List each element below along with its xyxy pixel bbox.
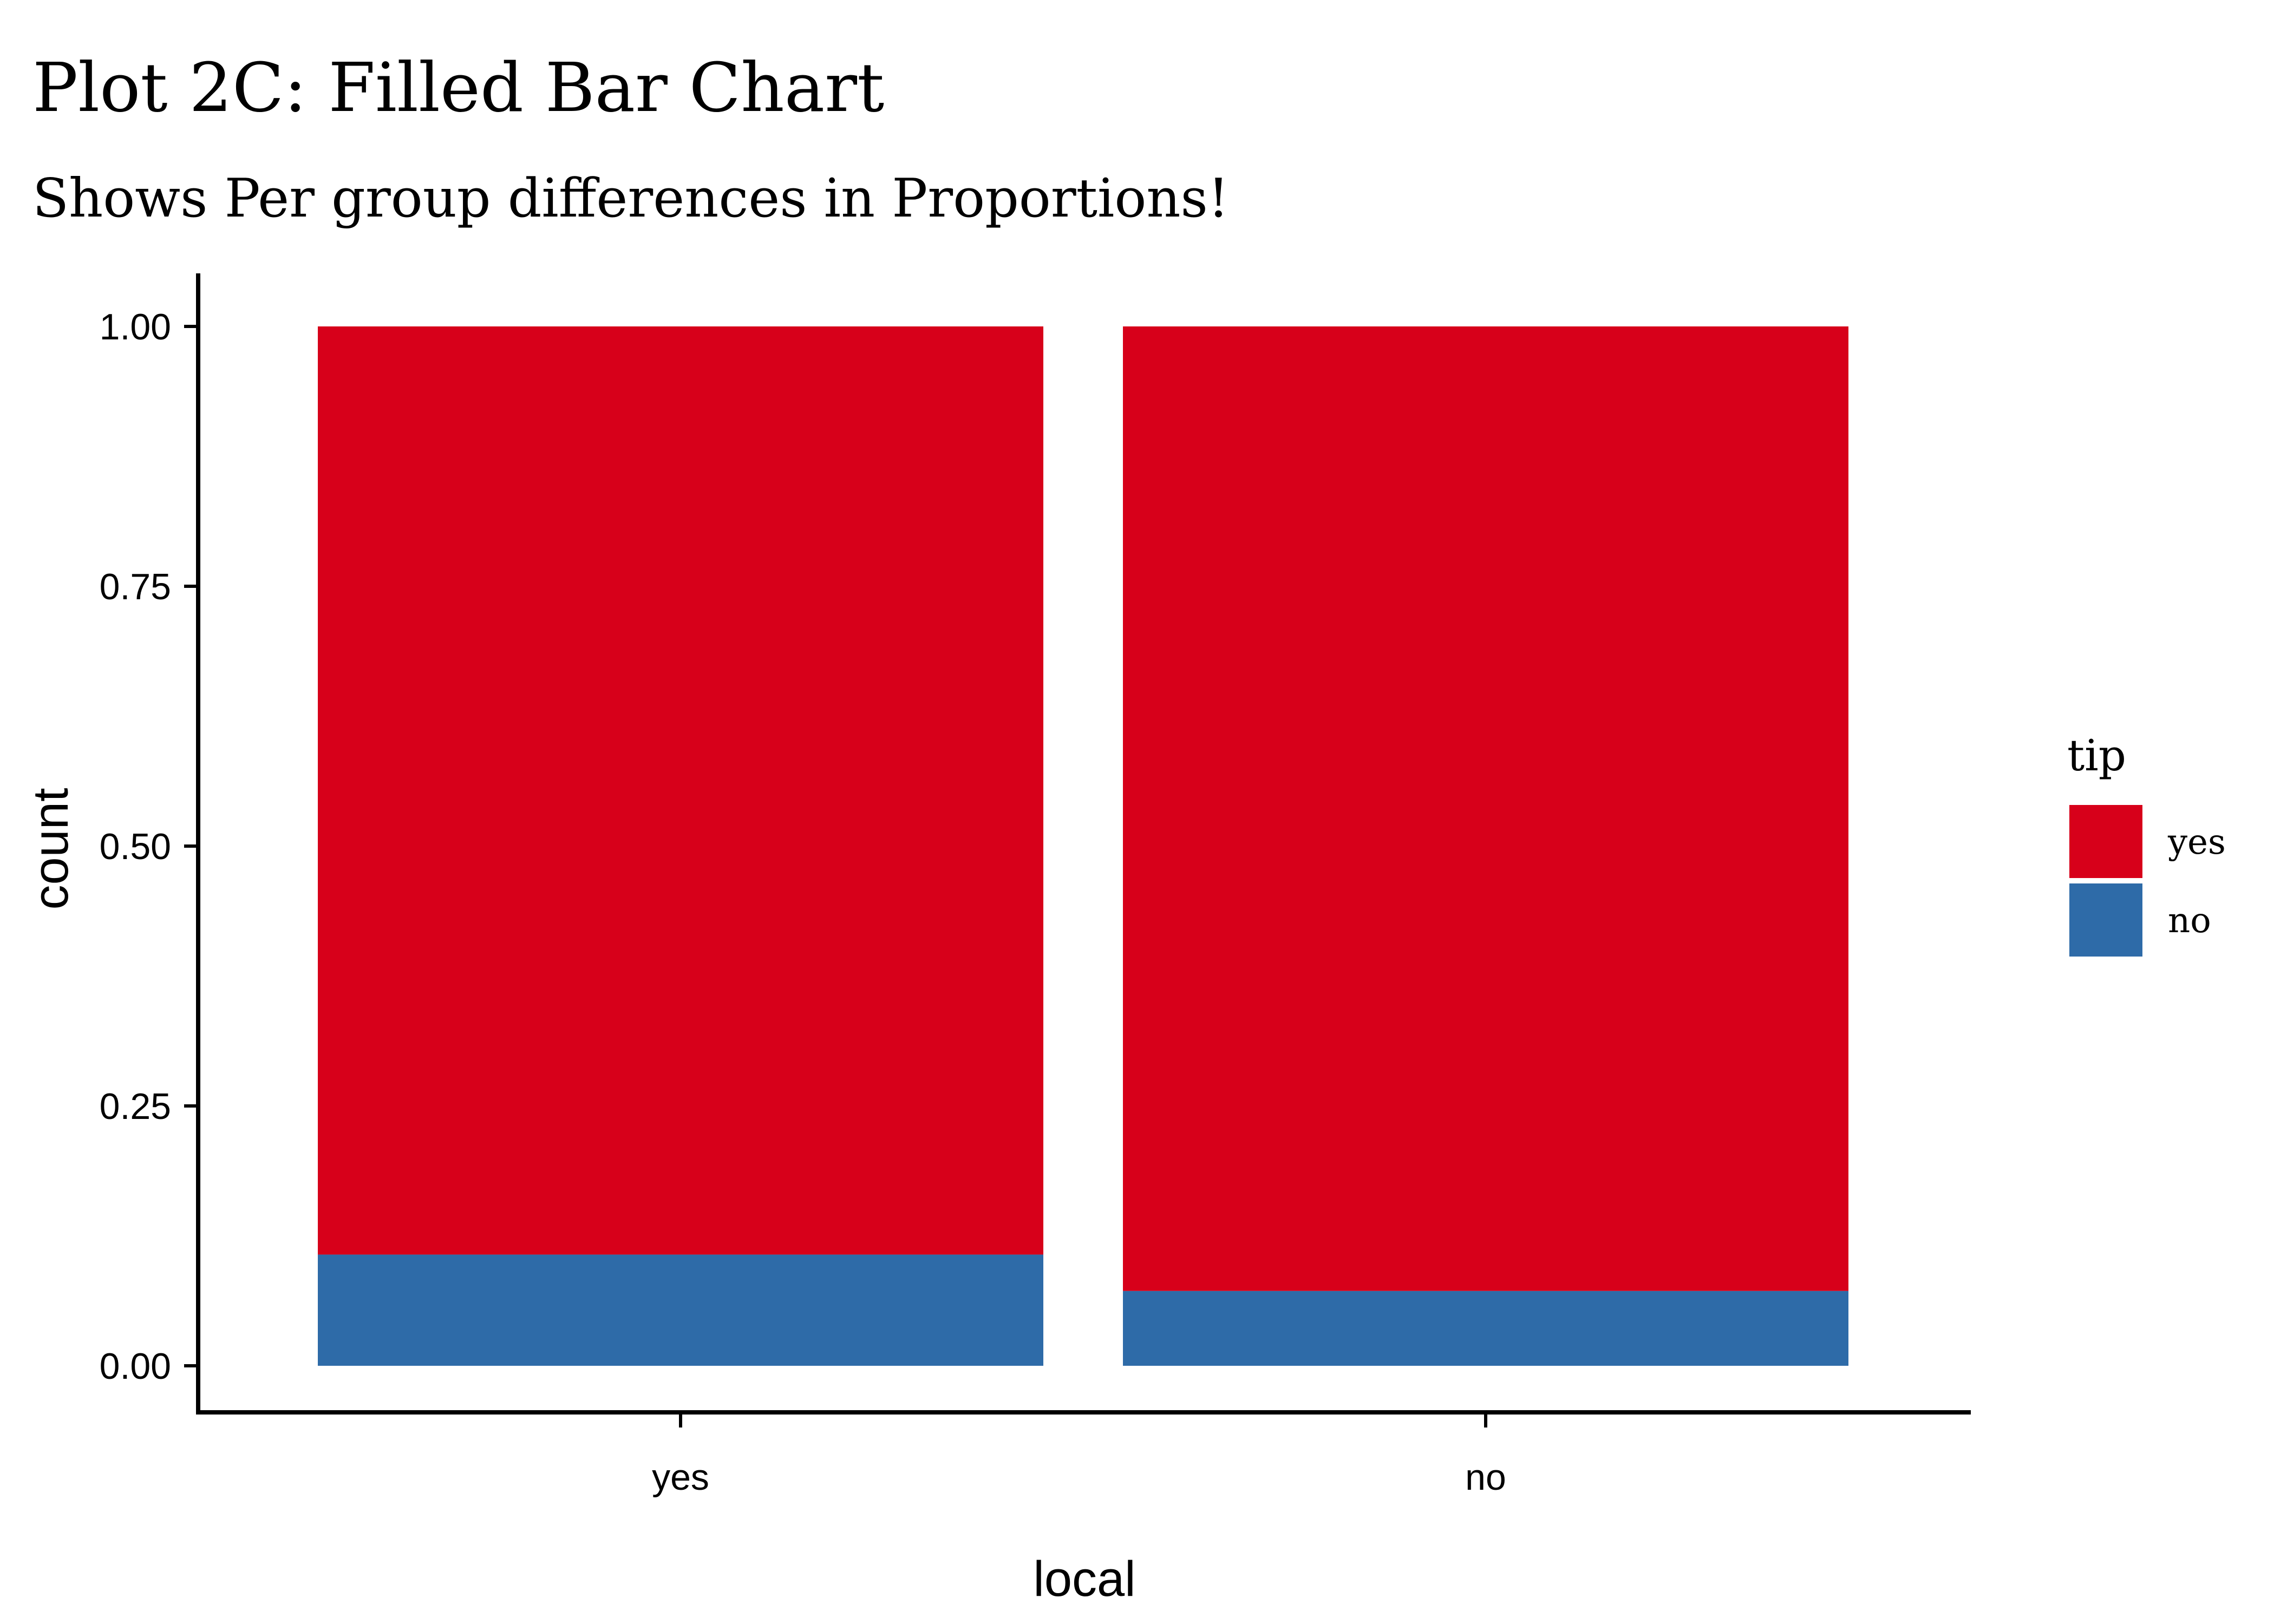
legend-title: tip (2067, 730, 2126, 781)
bars-layer (318, 326, 1848, 1366)
bar-yes-no (318, 1254, 1043, 1366)
legend: tip yes no (2067, 730, 2226, 957)
y-tick-label: 0.00 (100, 1346, 171, 1387)
x-ticks: yes no (652, 1412, 1506, 1498)
bar-no-no (1123, 1291, 1848, 1366)
chart-subtitle: Shows Per group differences in Proportio… (32, 168, 1229, 230)
legend-label-no: no (2168, 901, 2211, 941)
legend-label-yes: yes (2167, 822, 2226, 862)
y-ticks: 0.00 0.25 0.50 0.75 1.00 (100, 306, 198, 1387)
x-tick-label: yes (652, 1457, 709, 1498)
bar-yes-yes (318, 326, 1043, 1255)
y-axis-title: count (23, 788, 79, 909)
legend-key-no (2069, 883, 2142, 957)
chart-title: Plot 2C: Filled Bar Chart (32, 49, 884, 127)
y-tick-label: 0.75 (100, 566, 171, 607)
axes-layer (196, 273, 1971, 1415)
y-tick-label: 0.50 (100, 826, 171, 867)
x-axis-title: local (1033, 1551, 1135, 1607)
bar-no-yes (1123, 326, 1848, 1291)
y-tick-label: 0.25 (100, 1086, 171, 1127)
x-tick-label: no (1465, 1457, 1506, 1498)
legend-key-yes (2069, 805, 2142, 878)
legend-entries: yes no (2069, 805, 2226, 957)
y-tick-label: 1.00 (100, 306, 171, 348)
